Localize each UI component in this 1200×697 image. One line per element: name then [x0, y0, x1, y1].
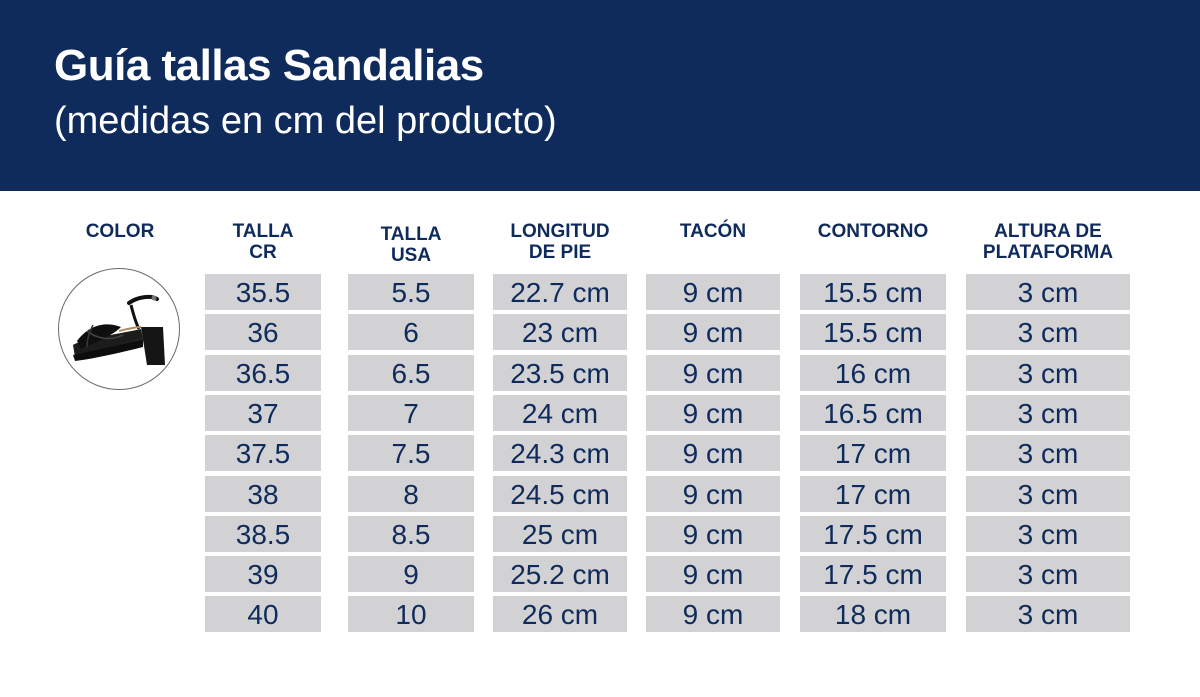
cell-contorno: 17 cm [800, 476, 946, 512]
column-header-talla-usa: TALLA USA [380, 224, 442, 266]
cell-talla-cr: 38 [205, 476, 321, 512]
page-title: Guía tallas Sandalias [54, 41, 484, 90]
cell-tacon: 9 cm [646, 435, 780, 471]
cell-contorno: 15.5 cm [800, 274, 946, 310]
cell-tacon: 9 cm [646, 476, 780, 512]
cell-altura-de-plataforma: 3 cm [966, 596, 1130, 632]
cell-longitud-de-pie: 26 cm [493, 596, 627, 632]
cell-contorno: 16 cm [800, 355, 946, 391]
cell-talla-cr: 36.5 [205, 355, 321, 391]
cell-talla-usa: 9 [348, 556, 474, 592]
cell-talla-usa: 6.5 [348, 355, 474, 391]
cell-altura-de-plataforma: 3 cm [966, 274, 1130, 310]
cell-altura-de-plataforma: 3 cm [966, 314, 1130, 350]
cell-tacon: 9 cm [646, 516, 780, 552]
header-banner: Guía tallas Sandalias (medidas en cm del… [0, 0, 1200, 191]
cell-talla-cr: 40 [205, 596, 321, 632]
column-header-tacon: TACÓN [679, 221, 747, 242]
cell-talla-usa: 5.5 [348, 274, 474, 310]
page-subtitle: (medidas en cm del producto) [54, 100, 557, 142]
cell-longitud-de-pie: 24.3 cm [493, 435, 627, 471]
cell-contorno: 16.5 cm [800, 395, 946, 431]
cell-talla-usa: 8.5 [348, 516, 474, 552]
cell-longitud-de-pie: 24 cm [493, 395, 627, 431]
black-platform-sandal-icon [71, 294, 165, 365]
cell-talla-usa: 7.5 [348, 435, 474, 471]
cell-altura-de-plataforma: 3 cm [966, 355, 1130, 391]
cell-talla-cr: 39 [205, 556, 321, 592]
cell-altura-de-plataforma: 3 cm [966, 476, 1130, 512]
cell-longitud-de-pie: 24.5 cm [493, 476, 627, 512]
column-header-talla-cr: TALLA CR [232, 221, 294, 263]
cell-tacon: 9 cm [646, 556, 780, 592]
cell-tacon: 9 cm [646, 314, 780, 350]
cell-contorno: 18 cm [800, 596, 946, 632]
cell-longitud-de-pie: 25.2 cm [493, 556, 627, 592]
cell-talla-cr: 37 [205, 395, 321, 431]
cell-tacon: 9 cm [646, 395, 780, 431]
cell-talla-cr: 36 [205, 314, 321, 350]
cell-talla-usa: 6 [348, 314, 474, 350]
cell-contorno: 17.5 cm [800, 516, 946, 552]
cell-contorno: 17.5 cm [800, 556, 946, 592]
cell-tacon: 9 cm [646, 355, 780, 391]
cell-talla-cr: 37.5 [205, 435, 321, 471]
cell-talla-usa: 8 [348, 476, 474, 512]
column-header-color: COLOR [85, 221, 155, 242]
cell-altura-de-plataforma: 3 cm [966, 556, 1130, 592]
cell-talla-cr: 38.5 [205, 516, 321, 552]
cell-longitud-de-pie: 25 cm [493, 516, 627, 552]
cell-tacon: 9 cm [646, 596, 780, 632]
cell-longitud-de-pie: 23.5 cm [493, 355, 627, 391]
cell-talla-usa: 10 [348, 596, 474, 632]
cell-longitud-de-pie: 23 cm [493, 314, 627, 350]
cell-altura-de-plataforma: 3 cm [966, 435, 1130, 471]
cell-altura-de-plataforma: 3 cm [966, 516, 1130, 552]
column-header-altura-de-plataforma: ALTURA DE PLATAFORMA [982, 221, 1114, 263]
column-header-longitud-de-pie: LONGITUD DE PIE [510, 221, 610, 263]
cell-tacon: 9 cm [646, 274, 780, 310]
cell-contorno: 17 cm [800, 435, 946, 471]
cell-contorno: 15.5 cm [800, 314, 946, 350]
cell-altura-de-plataforma: 3 cm [966, 395, 1130, 431]
column-header-contorno: CONTORNO [817, 221, 929, 242]
cell-longitud-de-pie: 22.7 cm [493, 274, 627, 310]
product-image [58, 268, 180, 390]
cell-talla-cr: 35.5 [205, 274, 321, 310]
cell-talla-usa: 7 [348, 395, 474, 431]
